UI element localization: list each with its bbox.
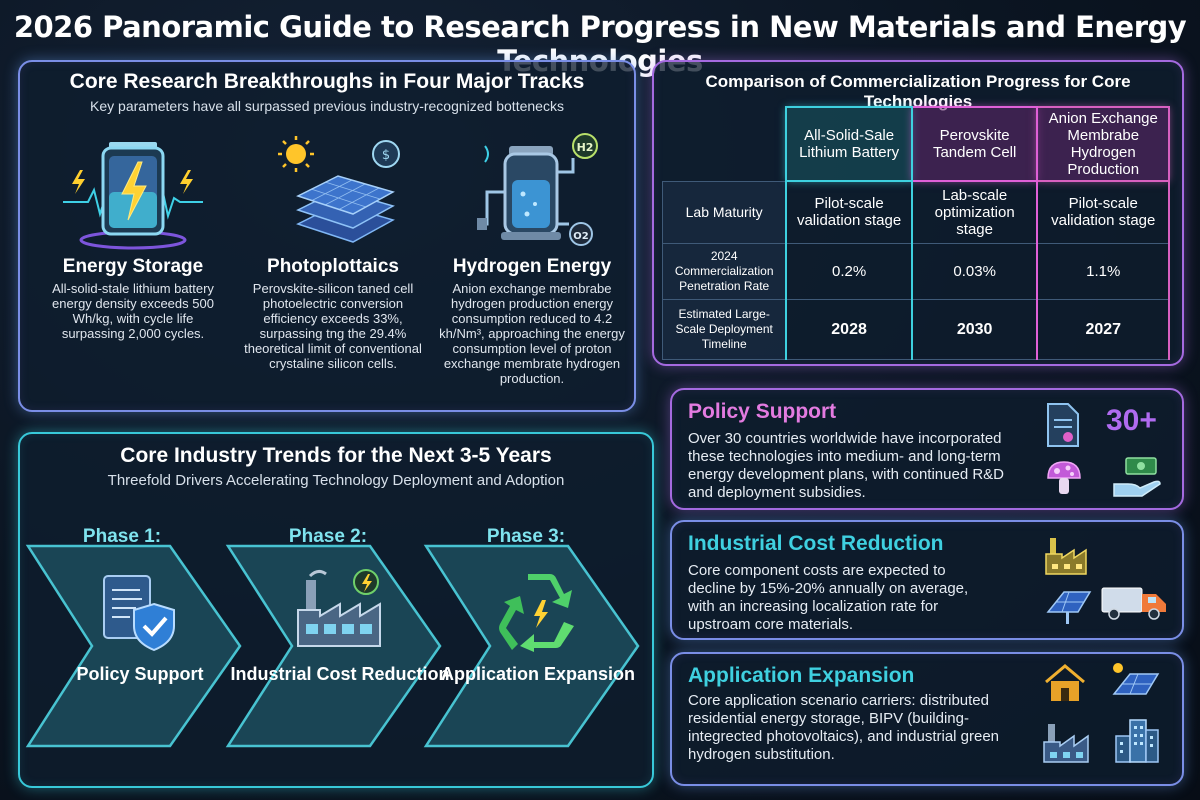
electrolyzer-icon: H2 O2 [457,132,607,250]
table-cell: 2027 [1036,298,1170,360]
phase-name: Application Expansion [440,664,636,684]
phase-name: Industrial Cost Reduction [230,664,450,684]
phase-label: Phase 1: [82,526,162,547]
table-cell: 2030 [910,298,1039,360]
track-hydrogen: H2 O2 Hydrogen Energy Anion exchange mem… [432,132,632,386]
svg-text:O2: O2 [573,231,589,242]
comparison-panel: Comparison of Commercialization Progress… [652,60,1184,366]
card-text: Core application scenario carriers: dist… [688,692,1000,763]
solar-panel-icon [1044,586,1092,631]
card-title: Policy Support [688,400,837,423]
trends-subheading: Threefold Drivers Accelerating Technolog… [107,472,565,489]
column-header: Perovskite Tandem Cell [910,106,1039,182]
city-buildings-icon [1112,716,1162,769]
phase-label: Phase 2: [288,526,368,547]
solar-panel-icon: $ [258,132,408,250]
table-cell: 1.1% [1036,242,1170,300]
track-name: Hydrogen Energy [452,256,612,277]
phase-2: Phase 2: Industrial Cost Reduction [220,516,450,766]
breakthroughs-subheading: Key parameters have all surpassed previo… [90,98,564,114]
column-header: Anion Exchange Membrabe Hydrogen Product… [1036,106,1170,182]
policy-support-card: Policy Support Over 30 countries worldwi… [670,388,1184,510]
battery-icon [58,132,208,250]
track-description: All-solid-stale lithium battery energy d… [52,281,214,341]
trends-heading: Core Industry Trends for the Next 3-5 Ye… [120,444,552,467]
svg-text:H2: H2 [577,141,594,154]
track-description: Perovskite-silicon taned cell photoelect… [244,281,422,371]
application-expansion-card: Application Expansion Core application s… [670,652,1184,786]
breakthroughs-panel: Core Research Breakthroughs in Four Majo… [18,60,636,412]
table-cell: 0.03% [910,242,1039,300]
phase-3: Phase 3: Application Expansion [418,516,646,766]
card-title: Application Expansion [688,664,915,687]
track-energy-storage: Energy Storage All-solid-stale lithium b… [38,132,228,341]
countries-stat: 30+ [1106,404,1157,437]
document-shield-icon [98,572,180,659]
comparison-table: All-Solid-Sale Lithium Battery Perovskit… [662,106,1170,360]
phase-label: Phase 3: [486,526,566,547]
table-cell: 2028 [785,298,913,360]
track-description: Anion exchange membrabe hydrogen product… [439,281,625,386]
card-text: Core component costs are expected to dec… [688,562,969,633]
svg-text:$: $ [382,148,390,163]
factory-icon [1042,720,1090,769]
track-photovoltaics: $ Photoplottaics Perovskite-silicon tane… [238,132,428,371]
table-cell: Pilot-scale validation stage [1036,180,1170,244]
money-hand-icon [1110,454,1166,503]
factory-icon [292,566,386,659]
track-name: Photoplottaics [267,256,399,277]
factory-icon [1044,532,1088,581]
phase-name: Policy Support [76,664,204,684]
mushroom-icon [1044,458,1084,503]
track-name: Energy Storage [62,256,204,277]
table-cell: Pilot-scale validation stage [785,180,913,244]
truck-icon [1100,582,1170,627]
row-header: 2024 Commercialization Penetration Rate [662,242,787,300]
row-header: Estimated Large-Scale Deployment Timelin… [662,298,787,360]
cost-reduction-card: Industrial Cost Reduction Core component… [670,520,1184,640]
breakthroughs-heading: Core Research Breakthroughs in Four Majo… [69,70,585,93]
document-icon [1044,402,1082,453]
phase-1: Phase 1: Policy Support [20,516,248,766]
house-icon [1042,662,1088,709]
trends-panel: Core Industry Trends for the Next 3-5 Ye… [18,432,654,788]
card-text: Over 30 countries worldwide have incorpo… [688,430,1005,501]
card-title: Industrial Cost Reduction [688,532,944,555]
table-cell: Lab-scale optimization stage [910,180,1039,244]
recycle-icon [498,572,580,657]
solar-panel-icon [1108,660,1162,709]
row-header: Lab Maturity [662,180,787,244]
column-header: All-Solid-Sale Lithium Battery [785,106,913,182]
table-cell: 0.2% [785,242,913,300]
